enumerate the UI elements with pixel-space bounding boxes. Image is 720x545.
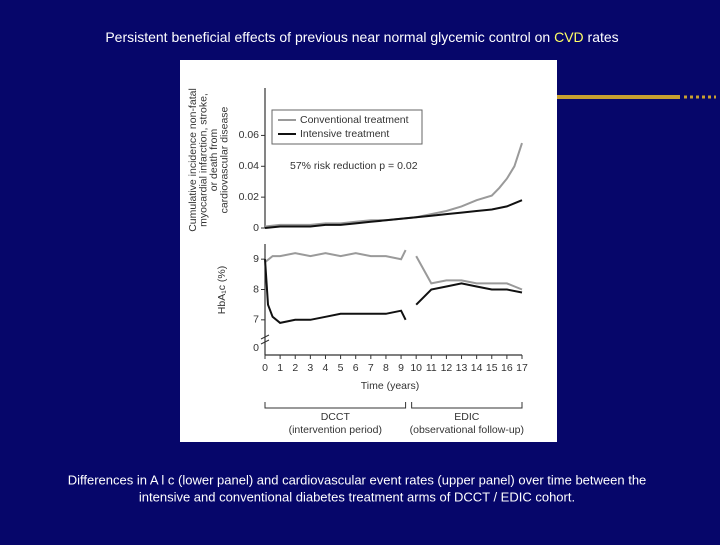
annotation: 57% risk reduction p = 0.02: [290, 160, 418, 172]
x-tick-label: 16: [501, 362, 513, 374]
x-tick-label: 6: [353, 362, 359, 374]
period-bracket: [411, 402, 523, 409]
y-tick-label: 7: [253, 314, 259, 326]
y-axis-label: myocardial infarction, stroke,: [197, 93, 209, 227]
x-axis-label: Time (years): [361, 380, 420, 392]
legend-label: Intensive treatment: [300, 128, 389, 140]
y-break-label: 0: [253, 342, 259, 354]
y-tick-label: 8: [253, 283, 259, 295]
series-line: [264, 259, 523, 324]
x-tick-label: 14: [471, 362, 483, 374]
caption-line: intensive and conventional diabetes trea…: [139, 489, 575, 504]
x-tick-label: 8: [383, 362, 389, 374]
legend-label: Conventional treatment: [300, 114, 409, 126]
period-bracket: [264, 402, 407, 409]
x-tick-label: 10: [410, 362, 422, 374]
y-axis-label: HbA₁c (%): [216, 266, 228, 314]
legend-box: [271, 109, 423, 145]
axis-break: [260, 334, 270, 345]
title-text: rates: [584, 29, 619, 45]
period-name: DCCT: [321, 411, 351, 423]
y-tick-label: 9: [253, 253, 259, 265]
y-axis-label: or death from: [208, 129, 220, 192]
title-text: Persistent beneficial effects of previou…: [105, 29, 554, 45]
x-tick-label: 4: [323, 362, 329, 374]
chart: 0 0.02 0.04 0.06 Cumulative incidence non-fa…: [187, 88, 528, 436]
x-tick-label: 9: [398, 362, 404, 374]
x-tick-label: 2: [292, 362, 298, 374]
y-axis-label: Cumulative incidence non-fatal: [187, 88, 199, 232]
x-tick-label: 7: [368, 362, 374, 374]
y-axis-label: cardiovascular disease: [218, 106, 230, 213]
period-label: (observational follow-up): [410, 424, 524, 436]
x-tick-label: 15: [486, 362, 498, 374]
series-line: [264, 199, 523, 229]
x-tick-label: 13: [456, 362, 468, 374]
slide-title: Persistent beneficial effects of previou…: [105, 29, 618, 45]
x-tick-label: 1: [277, 362, 283, 374]
x-tick-label: 17: [516, 362, 528, 374]
x-tick-label: 3: [307, 362, 313, 374]
series-line: [264, 249, 523, 291]
title-highlight: CVD: [554, 29, 584, 45]
y-tick-label: 0.06: [239, 129, 260, 141]
period-name: EDIC: [454, 411, 480, 423]
period-label: (intervention period): [289, 424, 382, 436]
y-tick-label: 0.02: [239, 191, 260, 203]
y-tick-label: 0.04: [239, 160, 260, 172]
x-tick-label: 0: [262, 362, 268, 374]
x-tick-label: 11: [426, 362, 437, 374]
x-tick-label: 12: [441, 362, 453, 374]
caption-line: Differences in A l c (lower panel) and c…: [68, 472, 647, 487]
y-tick-label: 0: [253, 222, 259, 234]
x-tick-label: 5: [338, 362, 344, 374]
